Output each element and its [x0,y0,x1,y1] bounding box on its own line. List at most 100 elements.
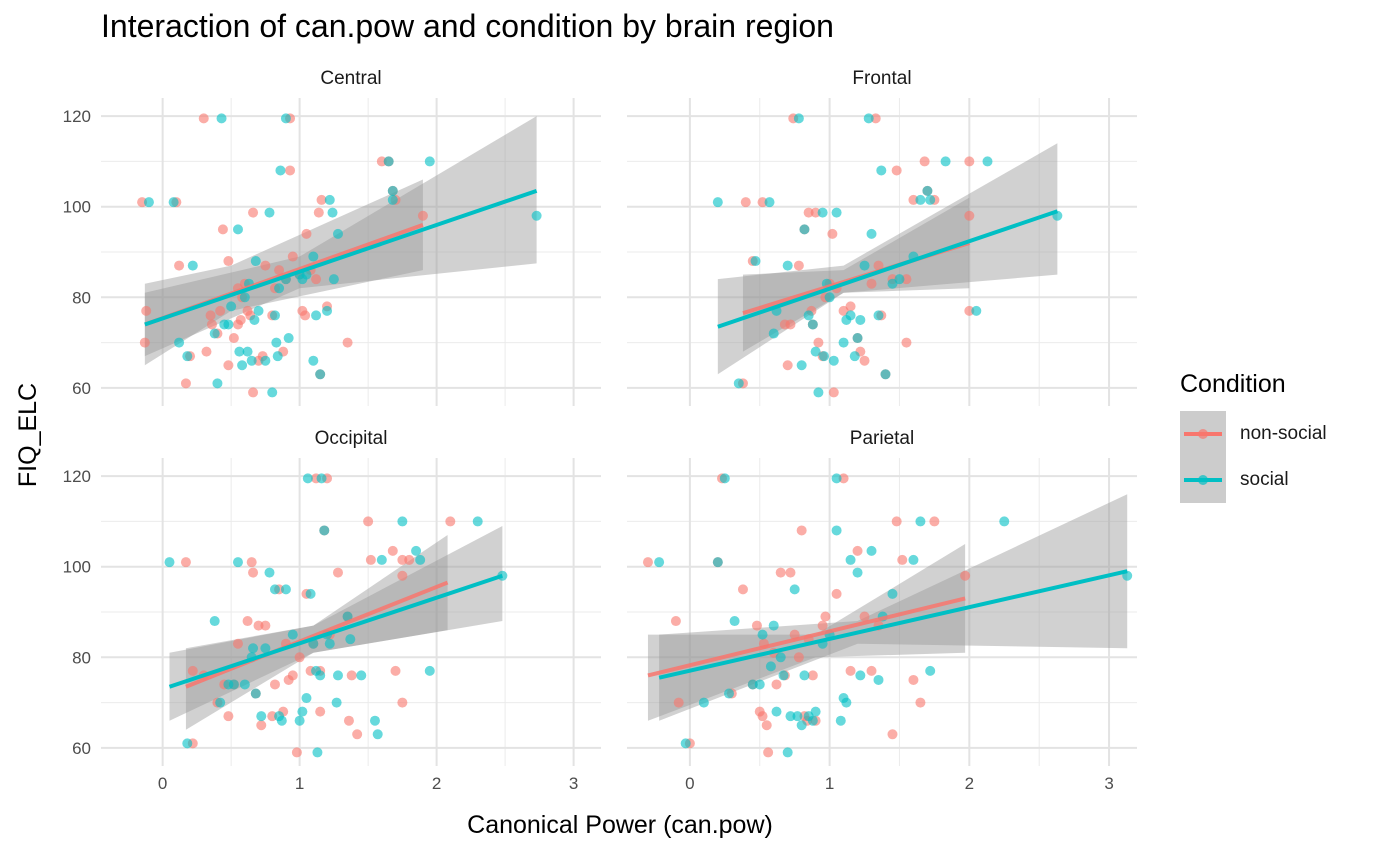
point-non-social [838,473,849,484]
point-social [226,301,237,312]
point-social [796,720,807,731]
fit-line-non-social [647,596,966,678]
point-non-social [901,337,912,348]
point-social [331,697,342,708]
point-social [260,355,271,366]
point-social [216,113,227,124]
point-non-social [232,638,243,649]
facet-label-central: Central [320,68,381,89]
point-non-social [873,260,884,271]
point-social [232,557,243,568]
x-tick-label: 3 [1104,774,1113,793]
x-axis-title: Canonical Power (can.pow) [467,811,773,839]
point-non-social [859,355,870,366]
panel-frontal: Frontal [627,68,1137,406]
point-social [260,643,271,654]
point-non-social [397,697,408,708]
point-social [212,378,223,389]
point-non-social [390,665,401,676]
point-non-social [180,378,191,389]
point-social [294,715,305,726]
x-tick-label: 0 [158,774,167,793]
point-social [813,387,824,398]
y-tick-label: 120 [63,467,91,486]
point-social [264,567,275,578]
point-non-social [870,113,881,124]
point-social [239,292,250,303]
point-non-social [137,197,148,208]
point-non-social [908,674,919,685]
y-tick-label: 120 [63,107,91,126]
fit-line-social [168,573,504,689]
point-non-social [316,194,327,205]
chart-title: Interaction of can.pow and condition by … [101,8,834,44]
fit-line-social [717,209,1059,329]
point-non-social [891,165,902,176]
point-social [765,661,776,672]
point-non-social [141,305,152,316]
point-social [810,706,821,717]
point-non-social [274,265,285,276]
point-social [324,194,335,205]
y-tick-label: 100 [63,198,91,217]
point-non-social [793,260,804,271]
point-social [232,224,243,235]
point-non-social [908,194,919,205]
point-social [810,346,821,357]
point-social [376,554,387,565]
fit-line-social [144,188,538,327]
point-social [302,473,313,484]
point-social [248,643,259,654]
point-non-social [964,305,975,316]
legend-key-non-social [1180,411,1226,457]
point-social [308,355,319,366]
confidence-band-social [717,143,1058,375]
point-non-social [827,228,838,239]
point-social [876,165,887,176]
point-non-social [287,670,298,681]
point-social [342,611,353,622]
point-non-social [960,570,971,581]
point-non-social [205,310,216,321]
point-non-social [817,620,828,631]
point-social [308,251,319,262]
point-social [209,616,220,627]
point-social [733,378,744,389]
point-non-social [404,554,415,565]
point-social [187,260,198,271]
point-social [397,516,408,527]
point-social [312,747,323,758]
point-non-social [397,570,408,581]
confidence-band-social [169,525,503,721]
point-social [275,165,286,176]
point-social [796,360,807,371]
point-non-social [228,333,239,344]
point-social [267,387,278,398]
x-tick-label: 3 [569,774,578,793]
point-social [789,584,800,595]
point-non-social [215,305,226,316]
legend-label-non-social: non-social [1240,423,1327,444]
point-non-social [311,274,322,285]
point-social [234,346,245,357]
point-non-social [346,670,357,681]
point-social [852,567,863,578]
point-non-social [242,616,253,627]
point-social [424,665,435,676]
point-social [982,156,993,167]
point-social [764,197,775,208]
point-social [971,305,982,316]
confidence-band-non-social [144,179,423,366]
point-social [315,369,326,380]
point-social [327,207,338,218]
point-social [775,652,786,663]
point-social [757,629,768,640]
point-non-social [294,652,305,663]
point-non-social [807,670,818,681]
panel-parietal: Parietal 0 1 2 3 [627,428,1137,793]
point-social [249,314,260,325]
point-non-social [260,620,271,631]
point-social [778,670,789,681]
point-non-social [445,516,456,527]
point-social [269,584,280,595]
